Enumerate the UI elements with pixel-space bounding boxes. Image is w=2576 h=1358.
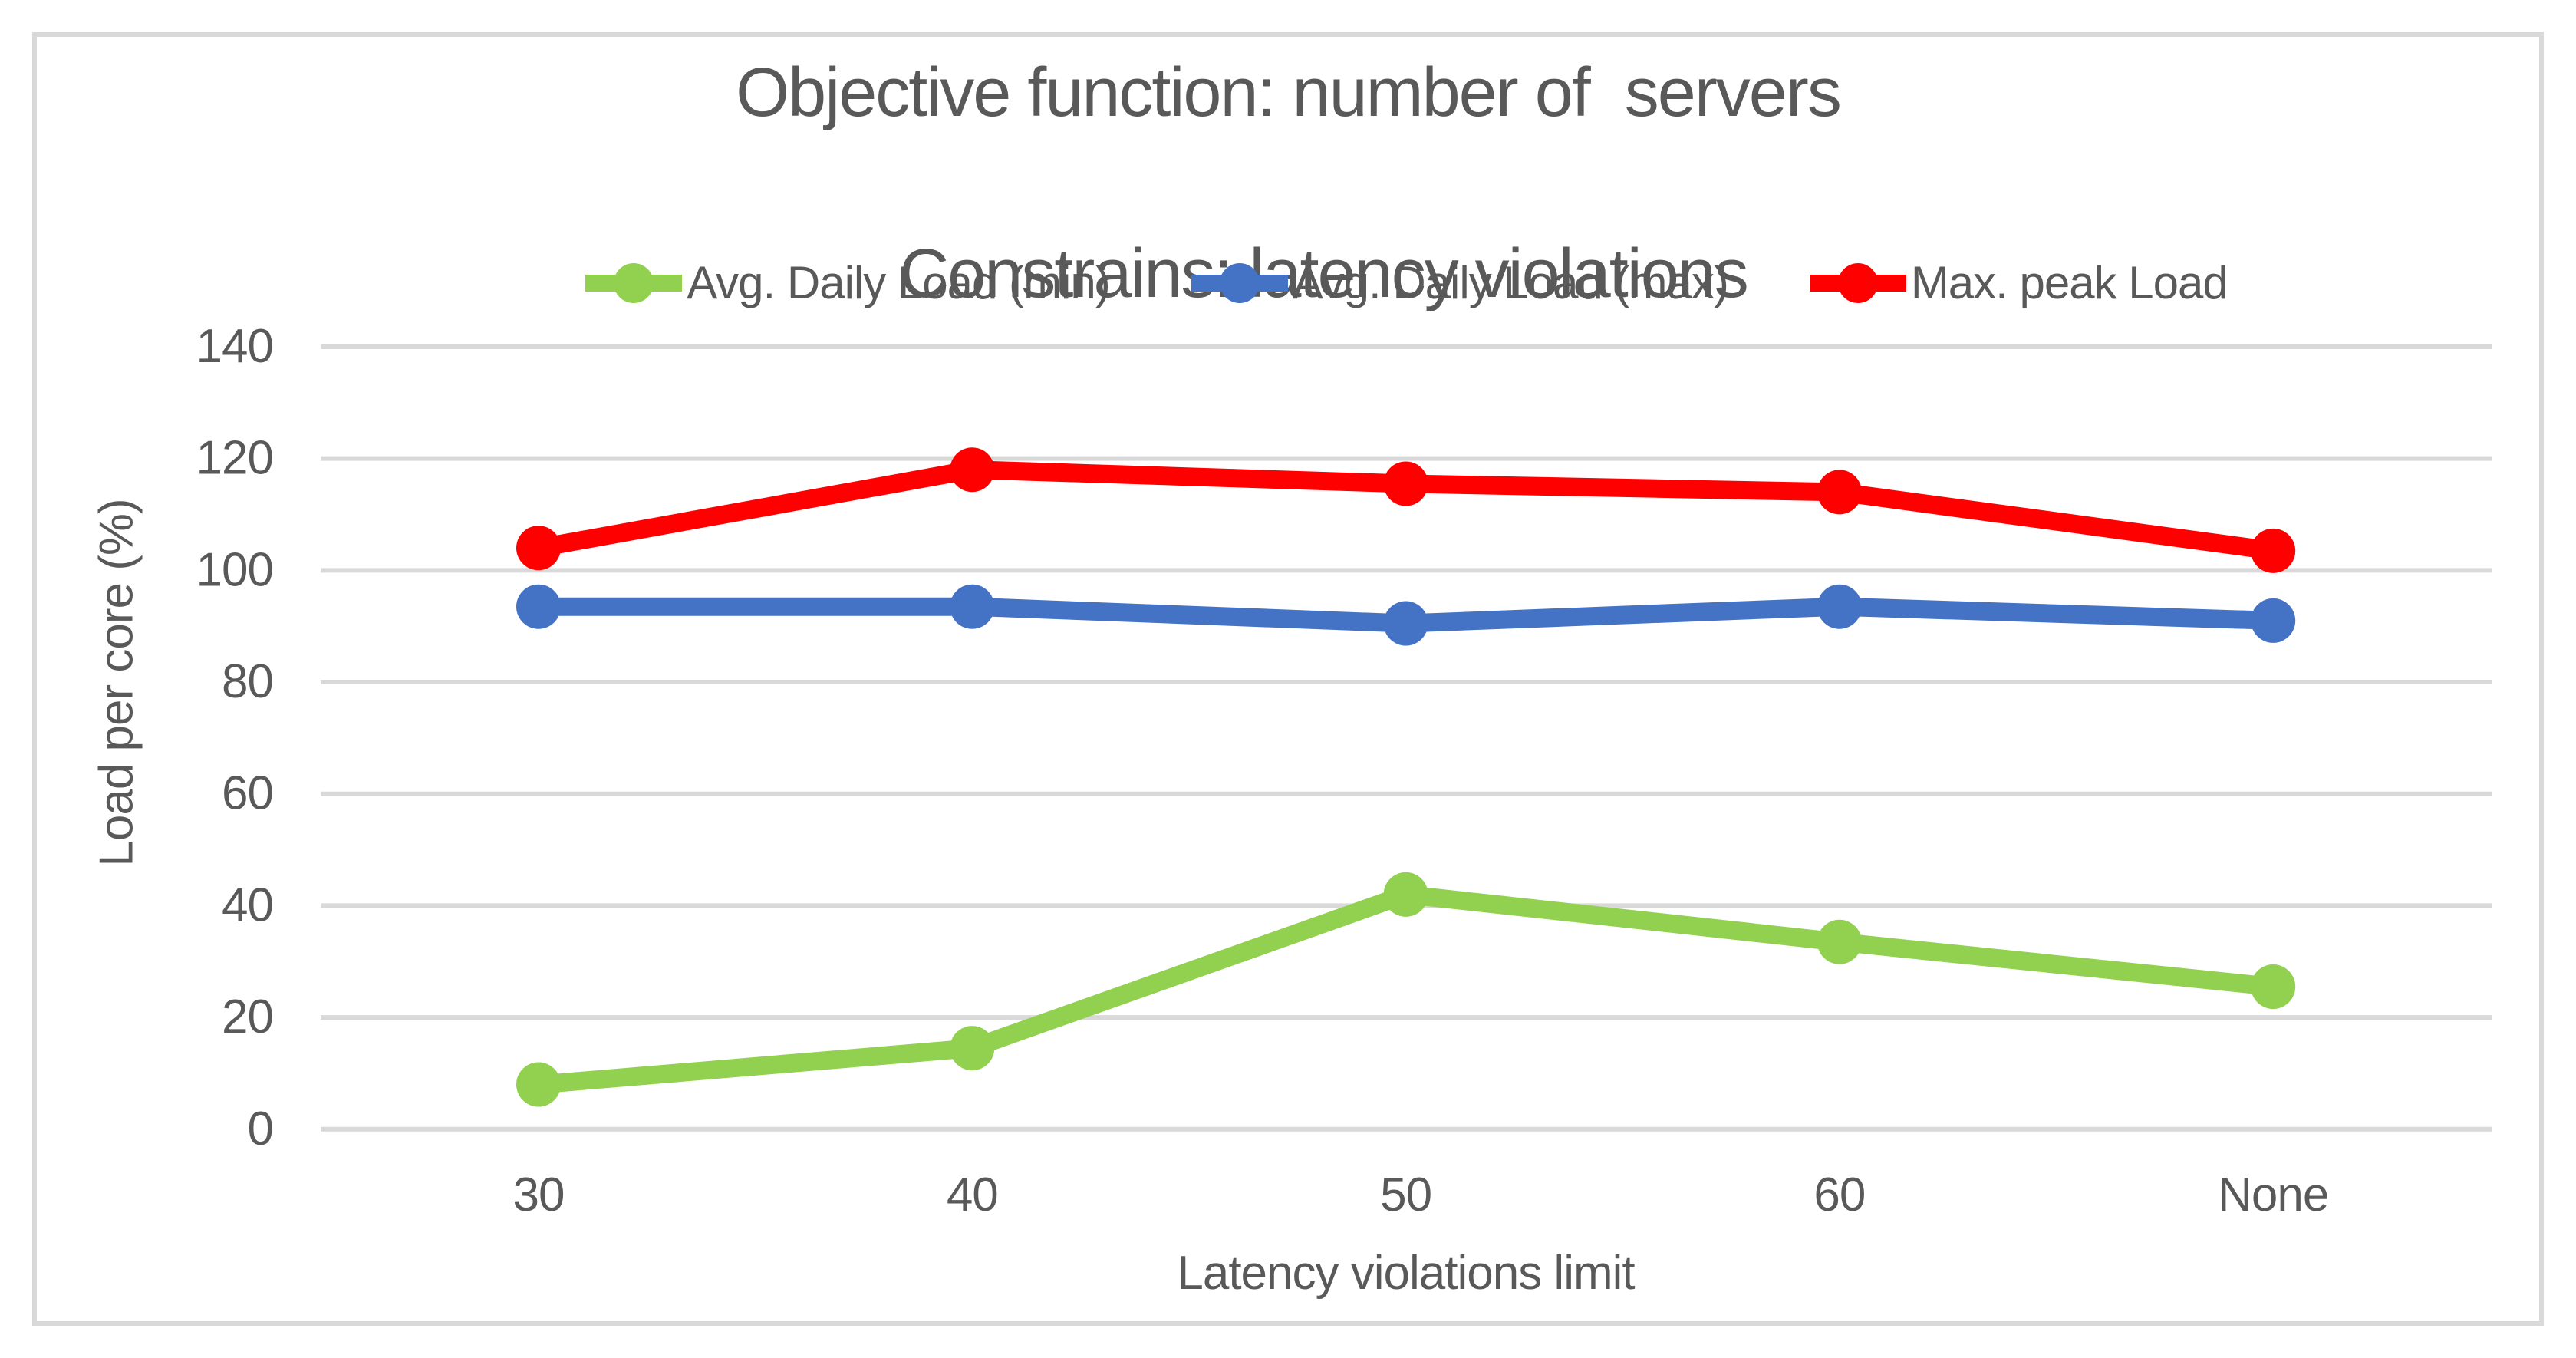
y-tick-label-60: 60 xyxy=(222,767,273,820)
legend-marker-point xyxy=(1837,262,1878,303)
chart-frame-border xyxy=(32,32,2544,1326)
data-point-avg-daily-load-min-50 xyxy=(1383,872,1428,917)
data-point-avg-daily-load-min-60 xyxy=(1817,919,1862,964)
chart-title-line1: Objective function: number of servers xyxy=(736,54,1842,131)
y-axis-title: Load per core (%) xyxy=(90,499,143,867)
data-point-max-peak-load-50 xyxy=(1383,461,1428,506)
legend-marker-avg-daily-load-min xyxy=(585,262,683,303)
legend-label: Avg. Daily Load (max) xyxy=(1292,257,1729,308)
x-tick-label-60: 60 xyxy=(1813,1168,1865,1221)
y-tick-label-80: 80 xyxy=(222,655,273,708)
data-point-max-peak-load-none xyxy=(2251,528,2296,573)
legend-marker-max-peak-load xyxy=(1809,262,1906,303)
data-point-avg-daily-load-max-50 xyxy=(1383,601,1428,646)
legend-marker-point xyxy=(1219,262,1260,303)
legend-item-avg-daily-load-max: Avg. Daily Load (max) xyxy=(1190,256,1729,309)
chart-title-line2: Constrains: latency violations xyxy=(899,236,1749,312)
data-point-avg-daily-load-min-40 xyxy=(950,1026,995,1071)
legend-item-avg-daily-load-min: Avg. Daily Load (min) xyxy=(584,256,1111,309)
y-tick-label-100: 100 xyxy=(196,543,273,596)
data-point-max-peak-load-30 xyxy=(516,526,561,571)
data-point-avg-daily-load-max-40 xyxy=(950,584,995,629)
legend-label: Avg. Daily Load (min) xyxy=(687,257,1110,308)
legend: Avg. Daily Load (min) Avg. Daily Load (m… xyxy=(318,256,2493,309)
data-point-avg-daily-load-min-30 xyxy=(516,1062,561,1107)
x-axis-title: Latency violations limit xyxy=(1177,1247,1635,1300)
y-tick-label-20: 20 xyxy=(222,990,273,1043)
data-point-avg-daily-load-min-none xyxy=(2251,964,2296,1010)
legend-marker-point xyxy=(614,262,654,303)
y-tick-label-40: 40 xyxy=(222,878,273,931)
x-tick-label-none: None xyxy=(2218,1168,2328,1221)
chart-title: Objective function: number of servers Co… xyxy=(0,48,2576,410)
data-point-max-peak-load-40 xyxy=(950,447,995,493)
y-tick-label-0: 0 xyxy=(248,1103,273,1155)
data-point-avg-daily-load-max-30 xyxy=(516,584,561,629)
data-point-max-peak-load-60 xyxy=(1817,470,1862,515)
legend-marker-avg-daily-load-max xyxy=(1191,262,1288,303)
y-tick-label-120: 120 xyxy=(196,432,273,485)
x-tick-label-50: 50 xyxy=(1380,1168,1431,1221)
data-point-avg-daily-load-max-60 xyxy=(1817,584,1862,629)
data-point-avg-daily-load-max-none xyxy=(2251,598,2296,643)
x-tick-label-30: 30 xyxy=(513,1168,565,1221)
legend-label: Max. peak Load xyxy=(1910,257,2228,308)
x-tick-label-40: 40 xyxy=(947,1168,998,1221)
y-tick-label-140: 140 xyxy=(196,320,273,373)
series-line-avg-daily-load-min xyxy=(537,885,2275,1094)
legend-item-max-peak-load: Max. peak Load xyxy=(1808,256,2228,309)
